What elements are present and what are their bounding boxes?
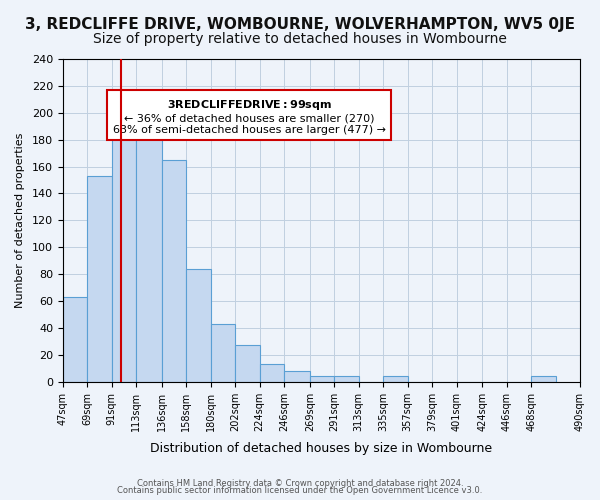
Text: $\bf{3 REDCLIFFE DRIVE: 99sqm}$
← 36% of detached houses are smaller (270)
63% o: $\bf{3 REDCLIFFE DRIVE: 99sqm}$ ← 36% of… <box>113 98 386 135</box>
Bar <box>88 176 112 382</box>
Text: 3, REDCLIFFE DRIVE, WOMBOURNE, WOLVERHAMPTON, WV5 0JE: 3, REDCLIFFE DRIVE, WOMBOURNE, WOLVERHAM… <box>25 18 575 32</box>
Bar <box>531 376 556 382</box>
Bar <box>211 324 235 382</box>
Bar <box>112 124 136 382</box>
Text: Contains HM Land Registry data © Crown copyright and database right 2024.: Contains HM Land Registry data © Crown c… <box>137 478 463 488</box>
Bar <box>136 124 162 382</box>
Bar <box>235 346 260 382</box>
Bar <box>63 297 88 382</box>
X-axis label: Distribution of detached houses by size in Wombourne: Distribution of detached houses by size … <box>151 442 493 455</box>
Bar <box>260 364 284 382</box>
Bar <box>334 376 359 382</box>
Bar <box>187 269 211 382</box>
Text: Size of property relative to detached houses in Wombourne: Size of property relative to detached ho… <box>93 32 507 46</box>
Bar <box>383 376 407 382</box>
Bar <box>162 160 187 382</box>
Bar <box>310 376 334 382</box>
Y-axis label: Number of detached properties: Number of detached properties <box>15 132 25 308</box>
Text: Contains public sector information licensed under the Open Government Licence v3: Contains public sector information licen… <box>118 486 482 495</box>
Bar <box>284 371 310 382</box>
